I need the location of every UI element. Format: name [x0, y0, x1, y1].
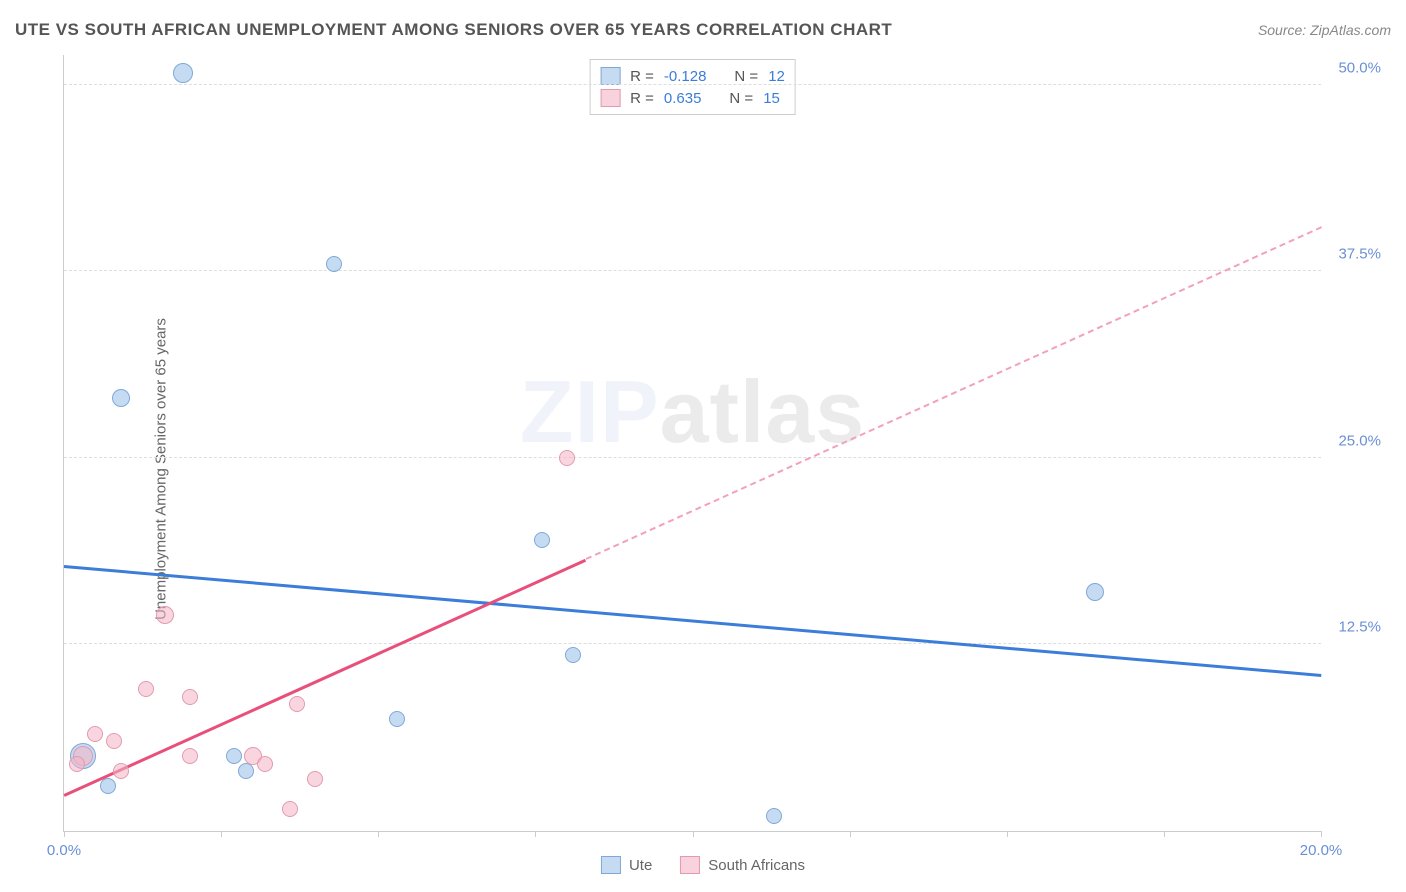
- x-tick-label: 20.0%: [1300, 842, 1343, 859]
- chart-header: UTE VS SOUTH AFRICAN UNEMPLOYMENT AMONG …: [15, 20, 1391, 40]
- legend-item-ute: Ute: [601, 856, 652, 874]
- data-point: [156, 606, 174, 624]
- data-point: [307, 771, 323, 787]
- x-tick-mark: [1164, 831, 1165, 837]
- x-tick-mark: [1007, 831, 1008, 837]
- data-point: [138, 681, 154, 697]
- regression-line: [585, 227, 1321, 561]
- watermark-zip: ZIP: [520, 362, 660, 461]
- regression-line: [63, 558, 586, 796]
- data-point: [289, 696, 305, 712]
- y-tick-label: 50.0%: [1326, 59, 1381, 76]
- data-point: [173, 63, 193, 83]
- gridline: [64, 457, 1321, 458]
- data-point: [226, 748, 242, 764]
- x-tick-mark: [64, 831, 65, 837]
- chart-title: UTE VS SOUTH AFRICAN UNEMPLOYMENT AMONG …: [15, 20, 892, 40]
- gridline: [64, 643, 1321, 644]
- swatch-sa-icon: [600, 89, 620, 107]
- n-label: N =: [734, 68, 758, 85]
- legend-label-sa: South Africans: [708, 857, 805, 874]
- n-value-sa: 15: [763, 90, 780, 107]
- data-point: [282, 801, 298, 817]
- legend-row-sa: R = 0.635 N = 15: [600, 87, 785, 109]
- data-point: [113, 763, 129, 779]
- y-tick-label: 25.0%: [1326, 432, 1381, 449]
- x-tick-mark: [693, 831, 694, 837]
- x-tick-mark: [850, 831, 851, 837]
- swatch-sa-icon: [680, 856, 700, 874]
- data-point: [238, 763, 254, 779]
- r-label: R =: [630, 90, 654, 107]
- x-tick-label: 0.0%: [47, 842, 81, 859]
- r-value-sa: 0.635: [664, 90, 702, 107]
- data-point: [559, 450, 575, 466]
- correlation-legend: R = -0.128 N = 12 R = 0.635 N = 15: [589, 59, 796, 115]
- data-point: [182, 748, 198, 764]
- data-point: [1086, 583, 1104, 601]
- x-tick-mark: [378, 831, 379, 837]
- gridline: [64, 84, 1321, 85]
- data-point: [87, 726, 103, 742]
- data-point: [389, 711, 405, 727]
- y-tick-label: 12.5%: [1326, 619, 1381, 636]
- r-value-ute: -0.128: [664, 68, 707, 85]
- data-point: [326, 256, 342, 272]
- y-tick-label: 37.5%: [1326, 246, 1381, 263]
- regression-line: [64, 565, 1321, 676]
- r-label: R =: [630, 68, 654, 85]
- source-credit: Source: ZipAtlas.com: [1258, 22, 1391, 38]
- x-tick-mark: [1321, 831, 1322, 837]
- x-tick-mark: [221, 831, 222, 837]
- source-prefix: Source:: [1258, 22, 1310, 38]
- data-point: [766, 808, 782, 824]
- legend-item-sa: South Africans: [680, 856, 805, 874]
- n-label: N =: [729, 90, 753, 107]
- data-point: [112, 389, 130, 407]
- swatch-ute-icon: [601, 856, 621, 874]
- legend-label-ute: Ute: [629, 857, 652, 874]
- data-point: [100, 778, 116, 794]
- swatch-ute-icon: [600, 67, 620, 85]
- data-point: [534, 532, 550, 548]
- series-legend: Ute South Africans: [601, 856, 805, 874]
- data-point: [565, 647, 581, 663]
- source-link[interactable]: ZipAtlas.com: [1310, 22, 1391, 38]
- plot-area: ZIPatlas R = -0.128 N = 12 R = 0.635 N =…: [63, 55, 1321, 832]
- gridline: [64, 270, 1321, 271]
- data-point: [106, 733, 122, 749]
- n-value-ute: 12: [768, 68, 785, 85]
- data-point: [182, 689, 198, 705]
- data-point: [257, 756, 273, 772]
- watermark: ZIPatlas: [520, 361, 865, 463]
- x-tick-mark: [535, 831, 536, 837]
- chart-container: Unemployment Among Seniors over 65 years…: [15, 55, 1391, 882]
- data-point: [69, 756, 85, 772]
